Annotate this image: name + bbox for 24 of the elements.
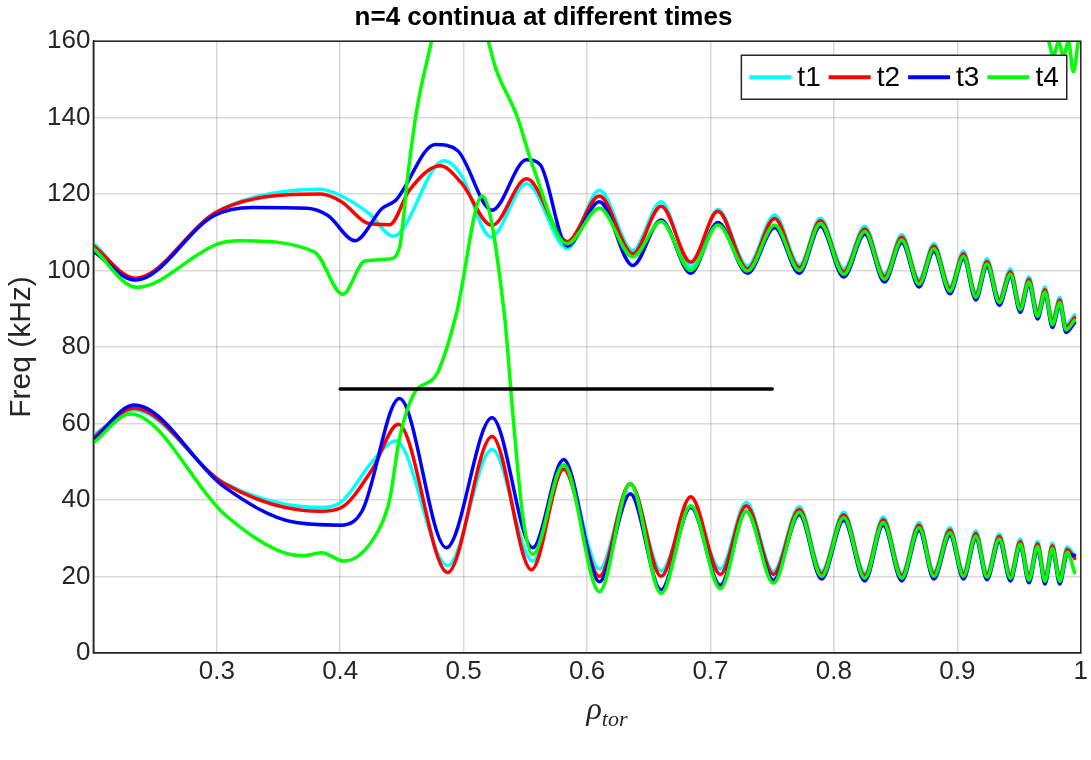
- y-tick-label: 80: [61, 330, 91, 361]
- x-tick-label: 0.5: [445, 654, 482, 685]
- y-tick-label: 140: [46, 100, 91, 131]
- x-tick-label: 0.4: [322, 654, 359, 685]
- x-tick-label: 0.7: [692, 654, 729, 685]
- y-tick-label: 0: [75, 635, 91, 666]
- y-tick-label: 120: [46, 177, 91, 208]
- y-tick-label: 20: [61, 559, 91, 590]
- legend-label: t4: [1035, 60, 1059, 92]
- y-tick-label: 60: [61, 406, 91, 437]
- x-tick-label: 0.6: [569, 654, 606, 685]
- x-tick-label: 1: [1073, 654, 1088, 685]
- legend-label: t3: [956, 60, 980, 92]
- y-axis-title: Freq (kHz): [3, 276, 37, 418]
- y-tick-label: 100: [46, 253, 91, 284]
- legend-label: t1: [797, 60, 821, 92]
- chart-title: n=4 continua at different times: [354, 0, 733, 31]
- x-tick-label: 0.8: [815, 654, 852, 685]
- x-tick-label: 0.9: [939, 654, 976, 685]
- legend-label: t2: [876, 60, 901, 92]
- y-tick-label: 160: [46, 24, 91, 55]
- x-tick-label: 0.3: [198, 654, 235, 685]
- y-tick-label: 40: [61, 483, 91, 514]
- x-axis-title: ρ$_{tor}$: [584, 690, 629, 733]
